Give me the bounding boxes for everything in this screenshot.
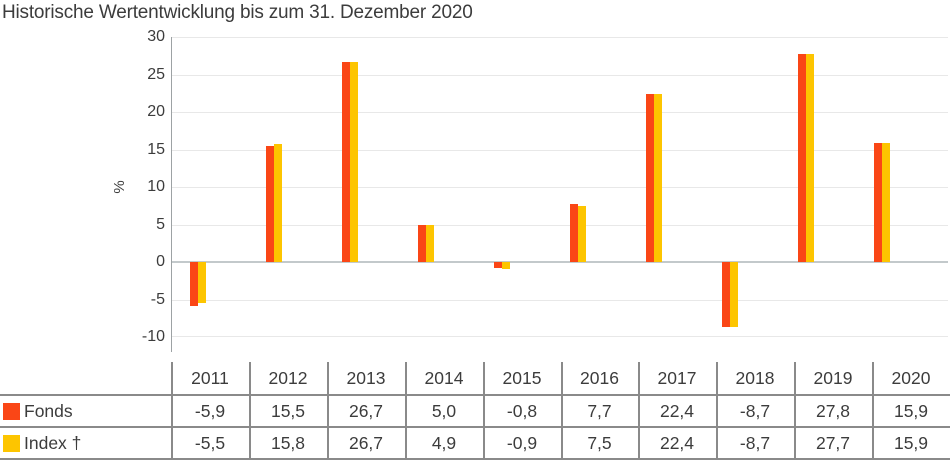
gridline-10	[171, 187, 948, 188]
bar-index-2014	[426, 225, 434, 262]
bar-fonds-2014	[418, 224, 426, 262]
gridline--10	[171, 336, 948, 337]
year-header-cell: 2017	[657, 367, 697, 388]
y-tick-label: 15	[147, 140, 165, 158]
bar-index-2013	[350, 61, 358, 262]
fonds-legend-swatch	[3, 402, 20, 420]
y-axis-line	[171, 37, 172, 352]
table-column-border	[171, 362, 173, 459]
bar-index-2015	[502, 262, 510, 269]
y-tick-label: 5	[156, 215, 165, 233]
year-header-cell: 2018	[735, 367, 775, 388]
bar-fonds-2019	[798, 53, 806, 262]
year-header-cell: 2020	[891, 367, 931, 388]
y-tick-label: 30	[147, 28, 165, 45]
bar-index-2020	[882, 142, 890, 262]
gridline-15	[171, 149, 948, 151]
fonds-series-name: Fonds	[24, 400, 73, 421]
index-value-cell-2020: 15,9	[893, 432, 929, 453]
table-column-border	[638, 362, 640, 459]
page-title: Historische Wertentwicklung bis zum 31. …	[2, 2, 473, 23]
index-value-cell-2014: 4,9	[431, 432, 457, 453]
fonds-value-cell-2013: 26,7	[348, 400, 384, 421]
y-tick-label: -5	[150, 290, 165, 308]
bar-chart-plot-area	[171, 37, 948, 337]
index-row-label: Index †	[0, 428, 171, 458]
fonds-value-cell-2019: 27,8	[815, 400, 851, 421]
gridline-25	[171, 74, 948, 76]
year-header-cell: 2012	[268, 367, 308, 388]
table-column-border	[794, 362, 796, 459]
table-column-border	[872, 362, 874, 459]
y-tick-label: 25	[147, 65, 165, 83]
table-column-border	[405, 362, 407, 459]
year-header-cell: 2015	[502, 367, 542, 388]
index-value-cell-2019: 27,7	[815, 432, 851, 453]
y-tick-label: -10	[141, 328, 165, 345]
gridline--5	[171, 299, 948, 301]
index-value-cell-2018: -8,7	[739, 432, 771, 453]
year-header-cell: 2014	[424, 367, 464, 388]
bar-index-2017	[654, 94, 662, 262]
fonds-value-cell-2017: 22,4	[659, 400, 695, 421]
index-series-name: Index †	[24, 432, 82, 453]
fonds-value-cell-2012: 15,5	[270, 400, 306, 421]
bar-index-2018	[730, 262, 738, 328]
fonds-value-cell-2011: -5,9	[194, 400, 226, 421]
gridline-5	[171, 224, 948, 226]
fonds-value-cell-2020: 15,9	[893, 400, 929, 421]
y-tick-label: 0	[156, 253, 165, 270]
fonds-value-cell-2018: -8,7	[739, 400, 771, 421]
index-value-cell-2012: 15,8	[270, 432, 306, 453]
year-header-cell: 2019	[813, 367, 853, 388]
bar-fonds-2015	[494, 262, 502, 268]
bar-index-2019	[806, 54, 814, 262]
fonds-value-cell-2015: -0,8	[506, 400, 538, 421]
zero-line	[171, 261, 948, 263]
bar-fonds-2011	[190, 262, 198, 307]
bar-fonds-2016	[570, 204, 578, 262]
table-column-border	[483, 362, 485, 459]
index-value-cell-2013: 26,7	[348, 432, 384, 453]
fonds-value-cell-2014: 5,0	[431, 400, 457, 421]
bar-fonds-2012	[266, 145, 274, 262]
gridline-30	[171, 37, 948, 38]
index-value-cell-2017: 22,4	[659, 432, 695, 453]
bar-index-2016	[578, 205, 586, 262]
year-header-cell: 2013	[346, 367, 386, 388]
index-value-cell-2011: -5,5	[194, 432, 226, 453]
bar-fonds-2017	[646, 94, 654, 262]
year-header-cell: 2011	[191, 367, 229, 388]
bar-fonds-2013	[342, 61, 350, 262]
table-column-border	[327, 362, 329, 459]
table-row-border	[0, 394, 950, 396]
table-row-border	[0, 426, 950, 428]
fonds-row-label: Fonds	[0, 396, 171, 426]
fonds-value-cell-2016: 7,7	[587, 400, 612, 421]
table-row-border	[0, 458, 950, 460]
year-header-cell: 2016	[580, 367, 619, 388]
bar-index-2012	[274, 143, 282, 262]
bar-index-2011	[198, 262, 206, 304]
table-column-border	[716, 362, 718, 459]
table-column-border	[561, 362, 563, 459]
gridline-20	[171, 112, 948, 113]
y-tick-label: 10	[147, 178, 165, 195]
table-column-border	[249, 362, 251, 459]
bar-fonds-2018	[722, 262, 730, 328]
bar-fonds-2020	[874, 142, 882, 262]
index-value-cell-2016: 7,5	[587, 432, 612, 453]
index-value-cell-2015: -0,9	[506, 432, 538, 453]
y-tick-label: 20	[147, 103, 165, 120]
index-legend-swatch	[3, 434, 20, 452]
